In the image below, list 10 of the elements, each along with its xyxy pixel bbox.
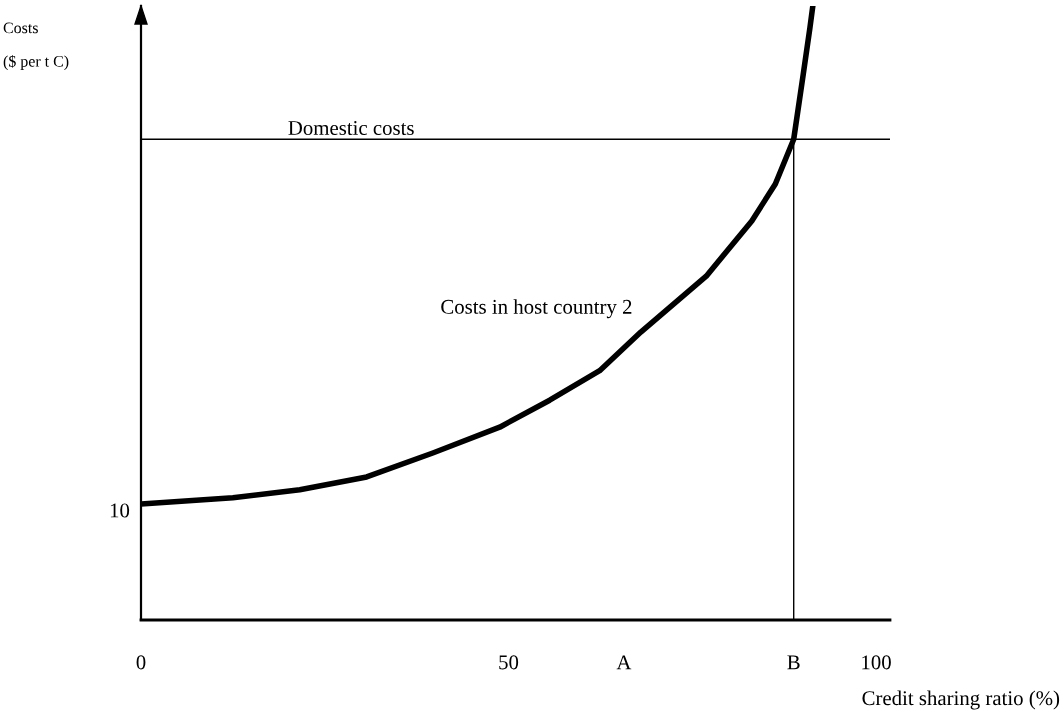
ref-line-label: Domestic costs (288, 121, 414, 136)
annotation: 10 (110, 503, 130, 518)
x-tick-label: 100 (862, 655, 891, 670)
series-label: Costs in host country 2 (441, 299, 632, 319)
x-tick-label: B (787, 655, 800, 670)
x-axis-title: Credit sharing ratio (%) (862, 690, 1060, 710)
text: Costs ($ per t C) (3, 22, 69, 70)
x-tick-label: A (616, 655, 632, 670)
x-tick-label: 0 (136, 655, 146, 670)
x-tick-label: 50 (499, 655, 519, 670)
